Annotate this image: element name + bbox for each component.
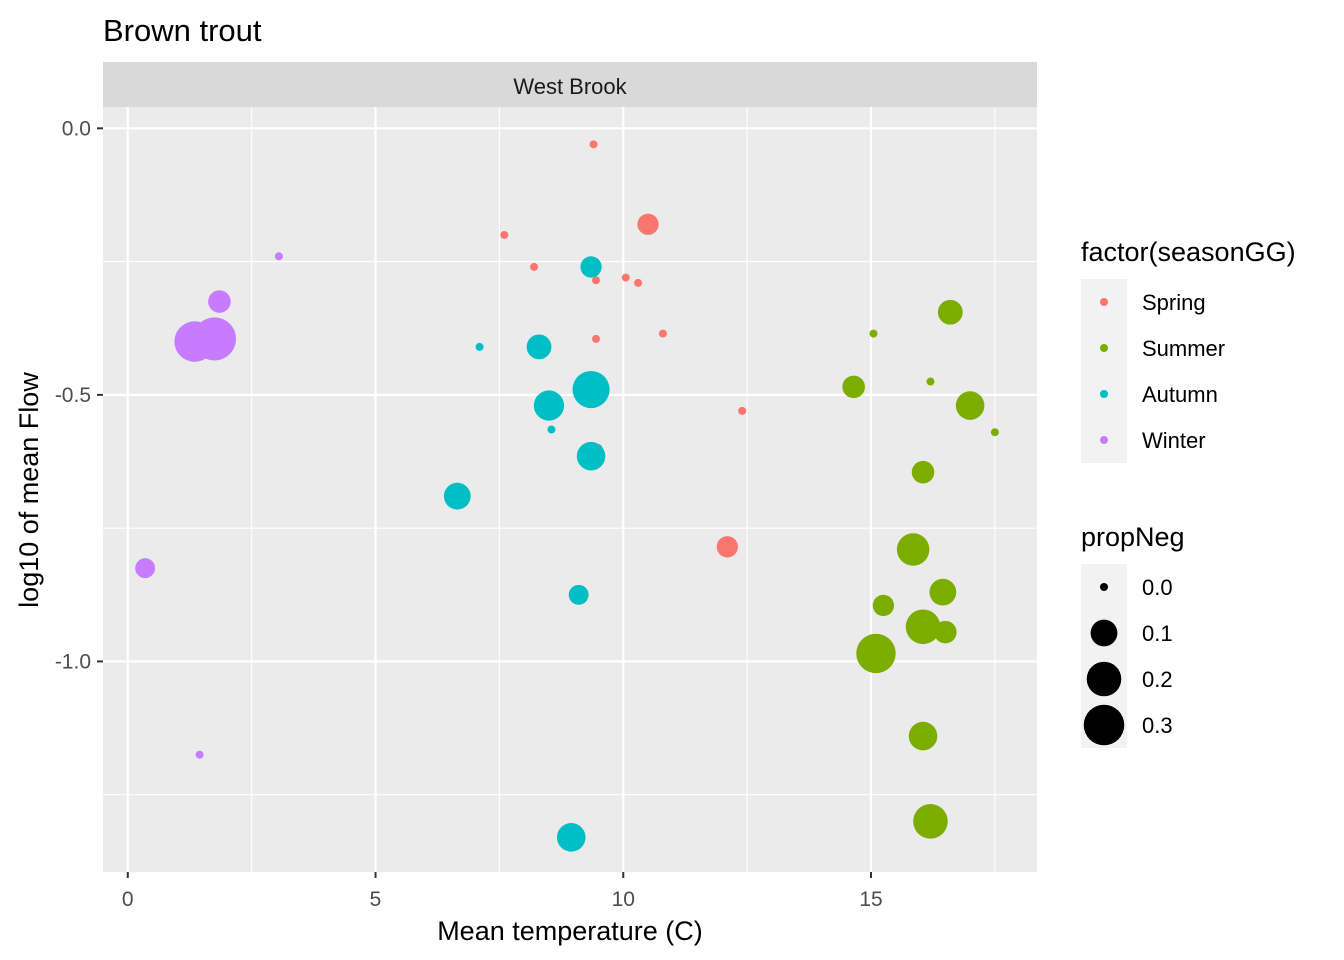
data-point-winter [135, 558, 156, 579]
x-tick-label: 5 [370, 888, 382, 911]
facet-strip [103, 62, 1037, 107]
x-tick-label: 15 [859, 888, 882, 911]
data-point-spring [637, 213, 659, 235]
size-legend-key [1100, 583, 1108, 591]
data-point-autumn [526, 334, 552, 360]
data-point-autumn [443, 482, 471, 510]
y-tick-label: -1.0 [55, 650, 91, 673]
size-legend-title: propNeg [1081, 522, 1185, 552]
data-point-winter [195, 750, 204, 759]
size-legend-label: 0.3 [1142, 713, 1173, 738]
chart-title: Brown trout [103, 13, 262, 48]
y-tick-label: -0.5 [55, 384, 91, 407]
data-point-summer [872, 594, 895, 617]
x-axis-label: Mean temperature (C) [437, 916, 703, 946]
data-point-winter [192, 317, 237, 361]
color-legend-key-background [1081, 279, 1127, 463]
y-tick-label: 0.0 [62, 117, 91, 140]
x-tick-label: 0 [122, 888, 134, 911]
legend-label-winter: Winter [1142, 428, 1206, 453]
data-point-autumn [556, 823, 586, 852]
color-legend: factor(seasonGG) Spring Summer Autumn Winte… [1081, 237, 1296, 463]
data-point-autumn [568, 584, 589, 605]
data-point-spring [621, 273, 630, 282]
data-point-winter [208, 290, 231, 313]
y-axis-label: log10 of mean Flow [14, 372, 44, 608]
data-point-summer [856, 633, 896, 674]
data-point-spring [634, 278, 643, 287]
legend-key-spring [1100, 298, 1108, 306]
data-point-autumn [533, 390, 565, 421]
data-point-summer [937, 299, 963, 325]
size-legend-label: 0.0 [1142, 575, 1173, 600]
data-point-summer [955, 391, 985, 420]
color-legend-title: factor(seasonGG) [1081, 237, 1296, 267]
data-points [135, 140, 999, 852]
legend-key-autumn [1100, 390, 1108, 398]
y-axis: 0.0 -0.5 -1.0 [55, 117, 103, 673]
data-point-spring [716, 536, 738, 558]
data-point-summer [896, 533, 930, 566]
x-axis: 0 5 10 15 [122, 872, 883, 911]
legend-key-winter [1100, 436, 1108, 444]
data-point-summer [990, 428, 999, 437]
data-point-spring [500, 230, 509, 239]
size-legend-key [1090, 619, 1118, 647]
data-point-summer [908, 721, 938, 751]
size-legend-label: 0.2 [1142, 667, 1173, 692]
data-point-spring [592, 334, 601, 343]
legend-label-summer: Summer [1142, 336, 1225, 361]
data-point-spring [530, 262, 539, 271]
size-legend-label: 0.1 [1142, 621, 1173, 646]
data-point-winter [274, 252, 283, 261]
data-point-autumn [475, 342, 484, 351]
size-legend-key [1083, 704, 1125, 746]
data-point-summer [929, 578, 957, 606]
data-point-spring [592, 276, 601, 285]
data-point-summer [869, 329, 878, 338]
legend-label-autumn: Autumn [1142, 382, 1218, 407]
legend-key-summer [1100, 344, 1108, 352]
grid-major [103, 107, 1037, 872]
data-point-spring [738, 406, 747, 415]
size-legend: propNeg 0.0 0.1 0.2 0.3 [1081, 522, 1185, 748]
data-point-summer [913, 804, 948, 839]
data-point-summer [911, 460, 935, 484]
data-point-autumn [576, 441, 606, 471]
data-point-autumn [580, 256, 602, 278]
data-point-autumn [572, 370, 610, 409]
x-tick-label: 10 [612, 888, 635, 911]
data-point-autumn [547, 425, 556, 434]
data-point-summer [926, 377, 935, 386]
facet-strip-label: West Brook [513, 74, 627, 99]
data-point-summer [842, 375, 865, 399]
plot-panel [103, 107, 1037, 872]
data-point-summer [934, 620, 957, 644]
data-point-spring [589, 140, 598, 149]
size-legend-key [1086, 661, 1122, 697]
data-point-spring [658, 329, 667, 338]
grid-minor [103, 107, 1037, 872]
legend-label-spring: Spring [1142, 290, 1206, 315]
data-point-summer [905, 609, 941, 645]
